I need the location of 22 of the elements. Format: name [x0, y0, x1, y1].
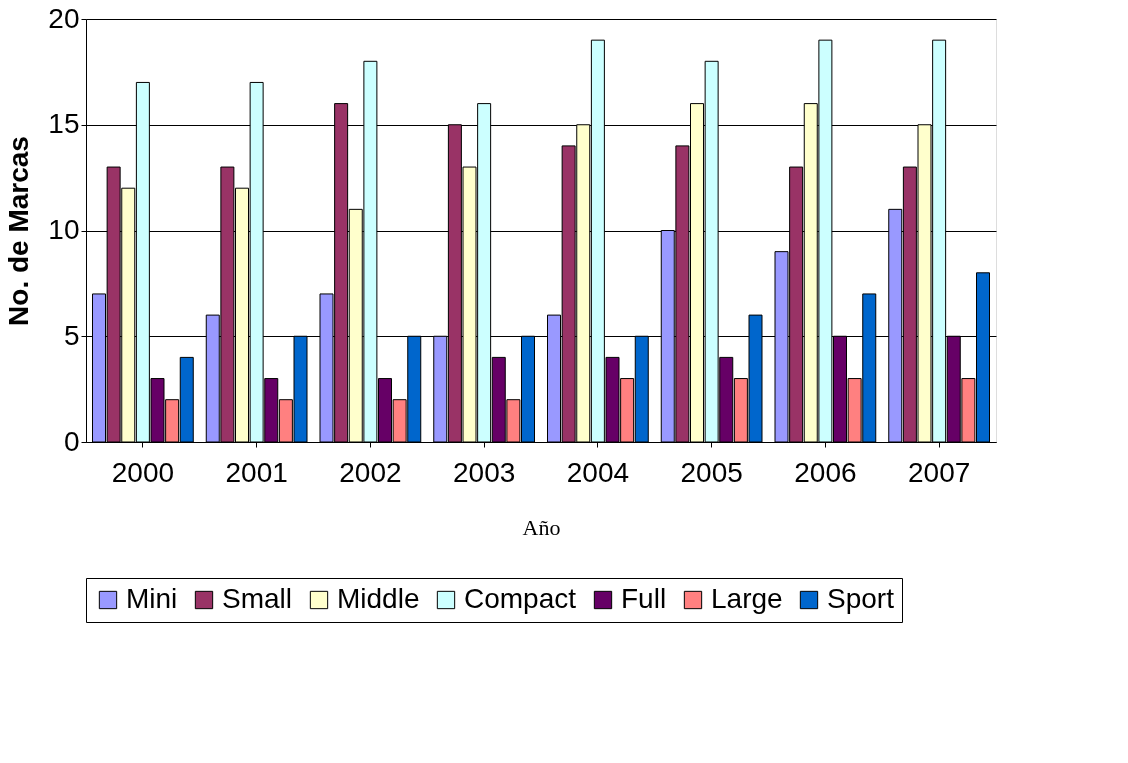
x-tick-label: 2000 — [111, 456, 175, 488]
legend-label: Mini — [126, 583, 178, 614]
y-tick-label: 5 — [63, 319, 80, 351]
y-axis-title: No. de Marcas — [3, 136, 35, 326]
x-tick-label: 2002 — [339, 456, 402, 488]
x-tick-label: 2004 — [566, 456, 630, 488]
legend-label: Large — [711, 583, 783, 614]
x-tick-label: 2005 — [680, 456, 743, 488]
y-tick-label: 20 — [48, 2, 80, 34]
x-tick-label: 2007 — [907, 456, 971, 488]
x-tick-label: 2001 — [225, 456, 288, 488]
y-tick-label: 10 — [48, 214, 80, 245]
x-tick-label: 2006 — [794, 456, 857, 488]
legend-label: Sport — [827, 583, 895, 614]
legend-label: Compact — [464, 583, 577, 614]
legend-label: Small — [222, 583, 293, 614]
y-tick-label: 15 — [48, 108, 80, 140]
legend-label: Middle — [337, 583, 420, 614]
legend-label: Full — [621, 583, 667, 614]
x-axis-title: Año — [522, 514, 561, 540]
y-tick-label: 0 — [63, 425, 80, 457]
x-tick-label: 2003 — [452, 456, 516, 488]
